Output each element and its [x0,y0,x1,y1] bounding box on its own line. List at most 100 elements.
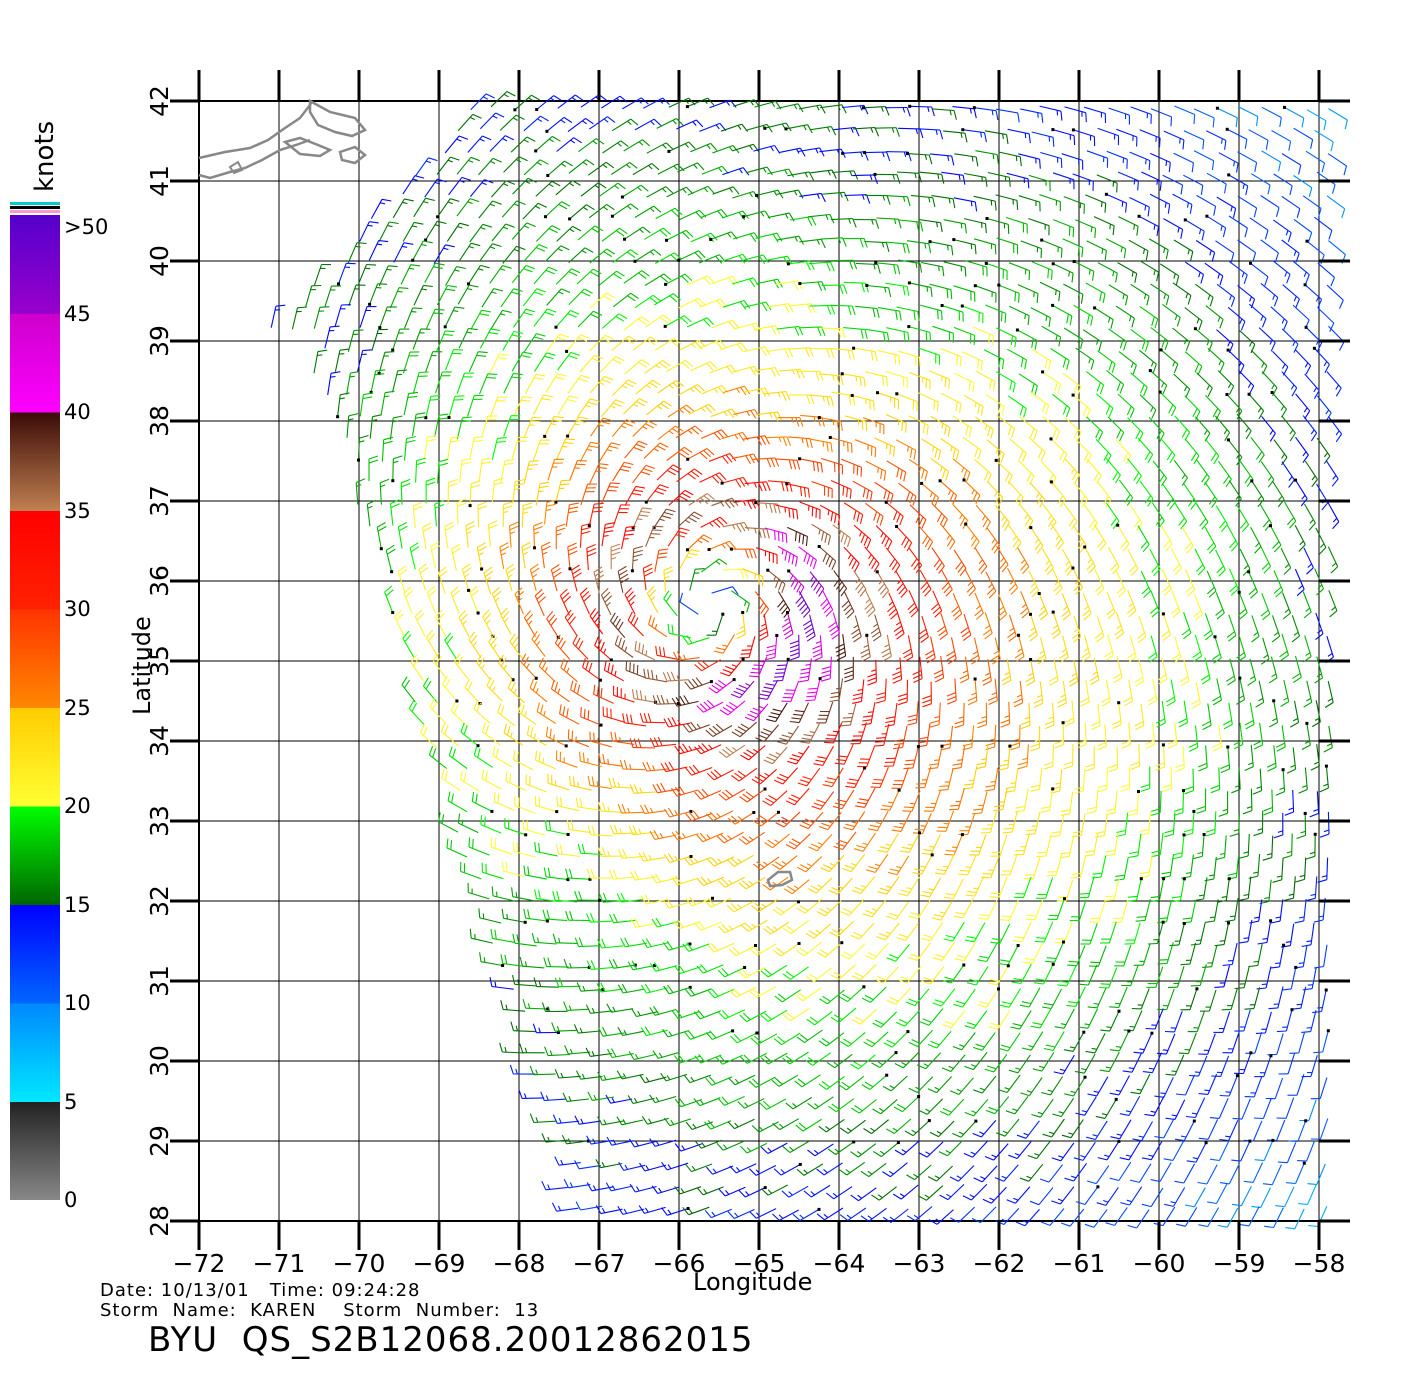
wind-barb [896,171,922,183]
wind-barb [368,283,388,306]
wind-barb [1183,483,1197,510]
wind-barb [476,654,491,681]
wind-barb [1073,1141,1096,1161]
wind-barb [952,458,971,482]
wind-barb [734,322,762,333]
wind-barb [897,679,909,706]
wind-barb [327,371,341,396]
wind-barb [490,837,513,855]
wind-barb [1198,1207,1220,1228]
wind-barb [1014,633,1025,663]
wind-barb [1215,240,1235,263]
wind-barb [1095,813,1108,838]
wind-barb [797,767,821,787]
wind-barb [577,310,603,328]
wind-barb [1281,965,1298,991]
wind-barb [1275,1186,1295,1208]
wind-barb [730,680,755,699]
wind-barb [1315,612,1324,641]
wind-barb [490,91,516,108]
wind-barb [1229,261,1248,284]
wind-barb [753,366,780,377]
small-island-outline [228,160,244,175]
wind-barb [1137,214,1160,236]
wind-barb [622,713,647,727]
wind-barb [541,1133,568,1143]
wind-barb [586,1182,614,1192]
wind-barb [468,631,482,659]
wind-barb [589,731,612,748]
wind-barb [1014,833,1031,856]
wind-barb [718,744,746,758]
wind-barb [402,175,425,195]
wind-barb [907,325,932,342]
wind-barb [961,351,983,371]
wind-barb [1085,371,1105,395]
wind-barb [622,97,649,110]
wind-barb [873,1141,900,1158]
x-tick-label: −66 [653,1249,706,1278]
wind-barb [380,390,395,415]
wind-barb [782,966,809,980]
wind-barb [511,436,528,459]
wind-barb [1158,390,1177,417]
wind-barb [1053,1054,1075,1075]
wind-barb [987,171,1011,187]
wind-barb [1145,722,1156,749]
wind-barb [347,329,364,352]
wind-barb [589,375,614,394]
wind-barb [503,723,523,746]
wind-barb [502,501,513,527]
wind-barb [450,701,468,727]
wind-barb [620,525,636,550]
wind-barb [501,200,526,218]
wind-barb [1073,304,1094,326]
wind-barb [777,417,804,427]
wind-barb [655,207,683,220]
wind-barb [1183,130,1205,150]
colorbar-segment-45-50 [10,215,60,314]
wind-barb [1116,128,1138,147]
wind-barb [1044,703,1055,730]
wind-barb [547,773,570,791]
wind-barb [792,1207,821,1221]
wind-barb [1325,460,1339,487]
wind-barb [885,282,910,296]
wind-barb [1197,1164,1218,1185]
wind-barb [1239,460,1254,487]
colorbar-unit-text: knots [30,120,60,192]
wind-barb [850,1187,877,1202]
wind-barb [489,396,508,418]
wind-barb [500,1000,526,1012]
wind-barb [876,922,900,941]
wind-barb [1047,897,1066,920]
wind-barb [1033,681,1044,708]
wind-barb [693,1009,722,1020]
wind-barb [579,354,604,373]
wind-barb [997,593,1008,621]
wind-barb [575,1201,603,1211]
wind-barb [807,1143,834,1157]
wind-barb [985,217,1010,234]
wind-barb [1095,438,1112,464]
wind-barb [451,543,461,571]
wind-barb [557,94,584,109]
wind-barb [640,983,668,994]
wind-barb [1105,238,1127,259]
wind-barb [652,782,680,794]
wind-barb [1316,483,1329,511]
wind-barb [376,522,387,551]
wind-barb [1079,680,1090,707]
wind-barb [1248,303,1267,328]
wind-barb [634,118,662,131]
wind-barb [1232,1185,1252,1207]
wind-barb [760,964,788,978]
wind-barb [1286,1161,1306,1185]
wind-barb [616,1116,644,1126]
wind-barb [535,481,550,506]
wind-barb [433,244,455,264]
wind-barb [1173,152,1194,173]
wind-barb [1302,591,1312,619]
wind-barb [764,527,788,544]
wind-barb [1327,153,1348,176]
